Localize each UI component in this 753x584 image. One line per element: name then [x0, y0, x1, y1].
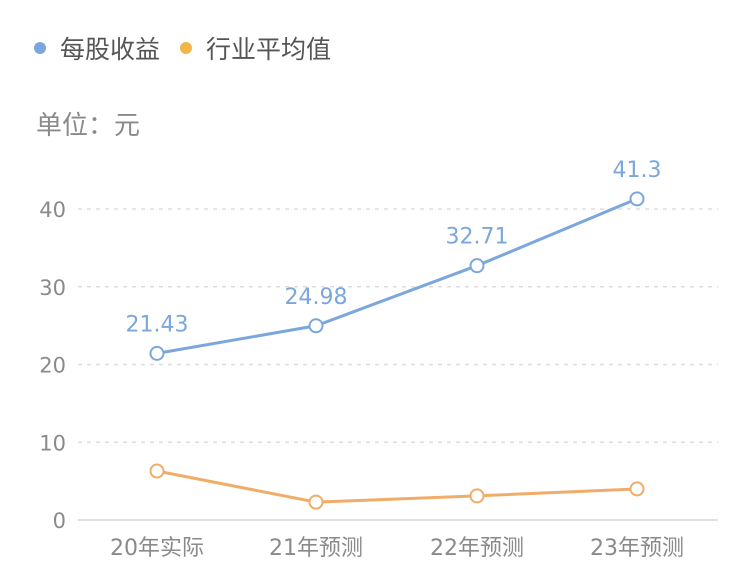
x-tick-label: 23年预测 — [590, 536, 684, 561]
data-label: 21.43 — [126, 312, 189, 337]
legend-label: 行业平均值 — [206, 35, 332, 64]
y-tick-label: 40 — [39, 198, 66, 222]
data-point-marker — [469, 488, 485, 504]
unit-label: 单位：元 — [36, 111, 141, 141]
series-line — [156, 197, 638, 355]
y-tick-label: 30 — [39, 276, 66, 300]
legend-item-industry-average[interactable]: 行业平均值 — [180, 30, 331, 66]
series-line — [156, 469, 638, 504]
x-tick-label: 21年预测 — [269, 536, 363, 561]
data-label: 32.71 — [446, 225, 509, 250]
x-tick-label: 22年预测 — [430, 536, 524, 561]
y-tick-label: 20 — [39, 354, 66, 378]
y-tick-label: 0 — [53, 509, 66, 533]
legend-item-eps[interactable]: 每股收益 — [34, 30, 160, 66]
data-label: 24.98 — [285, 285, 348, 310]
data-point-marker — [629, 481, 645, 497]
y-tick-label: 10 — [39, 431, 66, 455]
data-point-marker — [149, 345, 165, 361]
data-point-marker — [308, 318, 324, 334]
data-point-marker — [629, 191, 645, 207]
data-label: 41.3 — [613, 158, 662, 183]
data-point-marker — [149, 463, 165, 479]
data-point-marker — [308, 494, 324, 510]
data-point-marker — [469, 258, 485, 274]
chart-legend: 每股收益 行业平均值 — [34, 30, 351, 66]
legend-dot-icon — [34, 42, 46, 54]
x-tick-label: 20年实际 — [110, 536, 204, 561]
legend-dot-icon — [180, 42, 193, 54]
legend-label: 每股收益 — [60, 35, 161, 64]
